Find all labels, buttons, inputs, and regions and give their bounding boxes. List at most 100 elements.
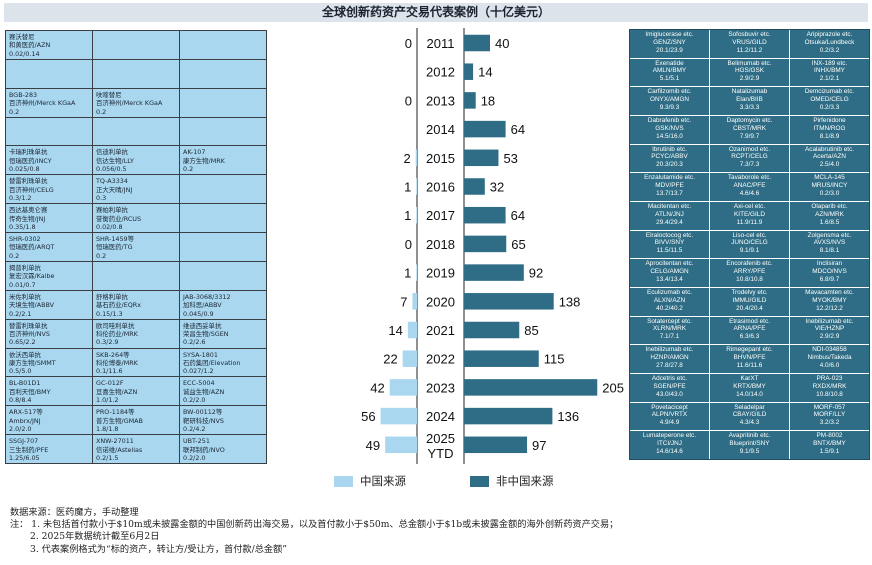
global-deal-cell-line: Axi-cel etc. <box>733 202 766 210</box>
china-deal-cell-line: 靶研科技/NVS <box>183 416 224 425</box>
global-deal-cell-line: 2.5/4.0 <box>819 161 840 169</box>
china-deal-cell-line: 联邦制药/NVO <box>183 445 225 454</box>
china-deal-cell-line: 0.2/1.5 <box>96 453 119 462</box>
china-deal-cell-line: 0.2 <box>9 251 20 260</box>
category-label-line: 2016 <box>426 180 455 195</box>
global-deal-cell: Zolgensma etc. AVXS/NVS 8.1/8.1 <box>790 230 869 259</box>
china-deals-table: 赛沃替尼 和黄医药/AZN 0.02/0.14 BGB-283 百济神州/Merck K… <box>5 30 267 464</box>
china-deal-cell-line: 替雷利珠单抗 <box>9 177 48 186</box>
china-deal-cell: SHR-0302 恒瑞医药/ARQT 0.2 <box>6 233 92 261</box>
china-deal-cell-line: 赛沃替尼 <box>9 33 35 41</box>
global-deal-cell-line: 0.2/3.3 <box>819 103 840 111</box>
global-deal-cell-line: GENZ/SNY <box>653 38 686 46</box>
bar-china <box>412 293 417 310</box>
global-deal-cell: Aprocitentan etc. CELG/AMGN 13.4/13.4 <box>630 259 709 287</box>
china-deal-cell-line: 维迪西妥单抗 <box>183 321 222 330</box>
global-deal-cell-line: Zolgensma etc. <box>807 231 852 239</box>
global-deal-cell: Eculizumab etc. ALXN/AZN 40.2/40.2 <box>630 287 709 316</box>
china-deal-cell-line: 恒瑞医药/TG <box>96 243 133 252</box>
global-deal-cell-line: BNTX/BMY <box>813 440 846 448</box>
china-deal-cell: 米佐利单抗 天境生物/ABBV 0.2/2.1 <box>6 290 92 319</box>
china-deal-cell-line: 信迪利单抗 <box>96 148 128 157</box>
global-deal-cell: PM-8002 BNTX/BMY 1.5/9.1 <box>790 431 869 459</box>
china-deal-cell: 替雷利珠单抗 百济神州/NVS 0.65/2.2 <box>6 319 92 348</box>
category-label: 2022 <box>426 352 455 367</box>
global-deal-cell-line: Carfilzomib etc. <box>647 88 692 96</box>
data-label-non-china: 32 <box>490 180 504 195</box>
global-deal-cell: Daptomycin etc. CBST/MRK 7.9/9.7 <box>710 115 789 144</box>
legend-item-non-china: 非中国来源 <box>470 473 554 489</box>
global-deal-cell-line: PM-8002 <box>816 432 843 440</box>
china-deal-cell-line: 欧司哇利单抗 <box>96 321 135 330</box>
china-deal-cell <box>6 117 92 146</box>
china-deal-cell <box>93 59 179 88</box>
china-deal-cell <box>180 175 266 204</box>
global-deal-cell-line: Enzalutamide etc. <box>644 174 695 182</box>
china-deal-cell-line: SHR-0302 <box>9 235 41 244</box>
global-deal-cell-line: 9.3/9.3 <box>659 103 680 111</box>
global-deal-cell-line: NDI-034858 <box>812 346 847 354</box>
china-deal-cell: SHR-1459等 恒瑞医药/TG 0.2 <box>93 233 179 261</box>
china-deal-cell-line: ARX-517等 <box>9 408 43 417</box>
global-deal-cell: Natalizumab Elan/BIIB 3.3/3.3 <box>710 87 789 115</box>
china-deal-cell <box>93 31 179 59</box>
global-deal-cell-line: Acalabrutinib etc. <box>804 145 855 153</box>
global-deal-cell: Ozanimod etc. RCPT/CELG 7.3/7.3 <box>710 144 789 173</box>
global-deal-cell-line: Lumateperone etc. <box>642 432 697 440</box>
global-deal-cell: Encorafenib etc. ARRY/PFE 10.8/10.8 <box>710 259 789 287</box>
china-deal-cell-line: 1.8/1.8 <box>96 425 119 434</box>
data-label-non-china: 92 <box>529 266 543 281</box>
data-source-note: 数据来源：医药魔方，手动整理 <box>10 507 139 518</box>
global-deal-cell-line: ANAC/PFE <box>733 182 766 190</box>
category-label-line: 2013 <box>426 93 455 108</box>
data-label-non-china: 115 <box>544 352 565 367</box>
global-deal-cell-line: 3.3/3.3 <box>739 103 760 111</box>
global-deal-cell-line: 12.2/12.2 <box>816 304 843 312</box>
china-deal-cell-line: 舒格利单抗 <box>96 292 128 301</box>
china-deal-cell-line: UBT-251 <box>183 437 210 446</box>
global-deal-cell-line: 20.1/23.9 <box>656 46 683 54</box>
category-label: 2011 <box>427 36 455 51</box>
notes: 数据来源：医药魔方，手动整理 注： 1. 未包括首付款小于$10m或未披露金额的… <box>10 507 860 556</box>
global-deal-cell-line: INHX/BMY <box>814 67 845 75</box>
bar-china <box>385 436 417 454</box>
global-deal-cell: Olaparib etc. AZN/MRK 1.6/8.5 <box>790 201 869 230</box>
china-deal-cell-line: 三生制药/PFE <box>9 445 49 454</box>
category-label-line: 2020 <box>426 294 455 309</box>
china-deal-cell-line: 0.056/0.5 <box>96 165 127 174</box>
global-deal-cell-line: Avapritinib etc. <box>728 432 771 440</box>
global-deal-cell-line: 27.8/27.8 <box>656 361 683 369</box>
global-deal-cell-line: ARNA/PFE <box>733 325 766 333</box>
data-label-non-china: 64 <box>511 208 525 223</box>
global-deal-cell: Inclisiran MDCO/NVS 6.8/9.7 <box>790 259 869 287</box>
data-label-non-china: 85 <box>524 323 538 338</box>
global-deal-cell-line: 0.2/3.2 <box>819 46 840 54</box>
global-deal-cell: Etrasimod etc. ARNA/PFE 6.3/6.3 <box>710 316 789 345</box>
global-deal-cell-line: MYOK/BMY <box>812 296 847 304</box>
bar-non-china <box>464 92 476 109</box>
china-deal-cell: 舒格利单抗 基石药业/EQRx 0.15/1.3 <box>93 290 179 319</box>
global-deal-cell: Inebilizumab etc. VIE/HZNP 2.9/2.9 <box>790 316 869 345</box>
global-deal-cell-line: 6.8/9.7 <box>819 275 840 283</box>
china-deal-cell: 替雷利珠单抗 百济神州/CELG 0.3/1.2 <box>6 175 92 204</box>
china-deal-cell-line: GC-012F <box>96 379 124 388</box>
global-deal-cell-line: KRTX/BMY <box>733 382 766 390</box>
category-label-line: 2012 <box>426 65 455 80</box>
global-deal-cell-line: BIVV/SNY <box>654 239 685 247</box>
global-deal-cell: Inebilizumab etc. HZNP/AMGN 27.8/27.8 <box>630 345 709 373</box>
global-deal-cell-line: CBST/MRK <box>732 124 767 132</box>
china-deal-cell-line: 0.3 <box>96 194 107 203</box>
bar-non-china <box>464 235 507 253</box>
category-label: 2012 <box>426 65 455 80</box>
global-deal-cell-line: 8.1/8.9 <box>819 132 840 140</box>
global-deal-cell-line: Otsuka/Lundbeck <box>804 38 855 46</box>
global-deal-cell: Pirfenidone ITMN/ROG 8.1/8.9 <box>790 115 869 144</box>
category-label: 2024 <box>426 409 455 424</box>
global-deal-cell-line: Povetacicept <box>651 403 688 411</box>
category-label-line: 2022 <box>426 352 455 367</box>
china-deal-cell: ECC-5004 诚益生物/AZN 0.2/2.0 <box>180 377 266 406</box>
category-label: 2015 <box>426 151 455 166</box>
global-deal-cell-line: Elraloctocog etc. <box>645 231 694 239</box>
china-deal-cell <box>180 261 266 290</box>
china-deal-cell-line: XNW-27011 <box>96 437 134 446</box>
